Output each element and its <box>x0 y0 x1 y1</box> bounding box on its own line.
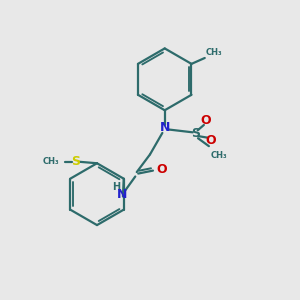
Text: N: N <box>117 188 127 201</box>
Text: S: S <box>191 127 200 140</box>
Text: N: N <box>160 122 170 134</box>
Text: CH₃: CH₃ <box>211 151 228 160</box>
Text: O: O <box>156 163 167 176</box>
Text: S: S <box>71 155 80 168</box>
Text: H: H <box>112 182 120 192</box>
Text: CH₃: CH₃ <box>205 48 222 57</box>
Text: O: O <box>201 114 211 127</box>
Text: CH₃: CH₃ <box>43 157 60 166</box>
Text: O: O <box>205 134 216 147</box>
